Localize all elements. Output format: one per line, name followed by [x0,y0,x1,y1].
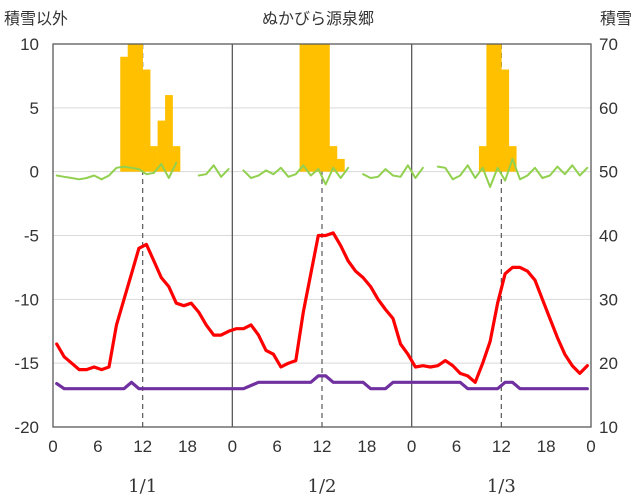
temperature-line-0 [55,231,589,384]
right-tick-label-1: 60 [599,99,618,118]
precipitation-bar-38 [336,158,345,172]
x-tick-label-6: 12 [313,437,332,456]
precipitation-bar-57 [478,146,487,172]
x-tick-label-2: 12 [133,437,152,456]
precipitation-bar-9 [120,56,129,172]
left-tick-label-6: -20 [14,418,39,437]
precipitation-bar-11 [135,44,143,172]
precipitation-bar-59 [493,44,502,172]
precipitation-bar-60 [501,69,510,172]
precipitation-bar-14 [157,120,166,172]
wind-line-1 [197,164,230,178]
left-tick-label-4: -10 [14,290,39,309]
x-tick-label-11: 18 [537,437,556,456]
x-tick-label-5: 6 [272,437,281,456]
x-tick-label-1: 6 [93,437,102,456]
x-tick-label-12: 0 [586,437,595,456]
date-label-2: 1/3 [487,476,516,497]
left-axis-label: 積雪以外 [4,9,68,28]
x-tick-label-0: 0 [48,437,57,456]
precipitation-bar-34 [307,44,315,172]
left-tick-label-2: 0 [30,163,39,182]
precipitation-bar-15 [165,95,173,172]
date-label-1: 1/2 [308,476,337,497]
wind-line-4 [436,157,589,188]
x-tick-label-4: 0 [228,437,237,456]
right-tick-label-4: 30 [599,290,618,309]
precipitation-bar-13 [150,146,158,172]
date-label-0: 1/1 [128,476,157,497]
right-tick-label-2: 50 [599,163,618,182]
x-tick-label-7: 18 [357,437,376,456]
precipitation-bar-58 [486,44,495,172]
right-tick-label-0: 70 [599,35,618,54]
precipitation-bar-37 [329,146,338,172]
right-tick-label-5: 20 [599,354,618,373]
precipitation-bar-36 [322,44,330,172]
chart-title: ぬかびら源泉郷 [262,9,374,28]
series-lines [55,157,589,391]
precipitation-bars [120,44,517,172]
x-tick-label-8: 0 [407,437,416,456]
date-labels: 1/1 1/2 1/3 [128,476,516,497]
snow_depth-line-0 [55,374,589,391]
precipitation-bar-12 [142,69,151,172]
x-tick-label-9: 6 [452,437,461,456]
precipitation-bar-10 [127,44,136,172]
x-tick-label-3: 18 [178,437,197,456]
right-axis-label: 積雪 [600,9,632,28]
left-tick-label-0: 10 [20,35,39,54]
wind-line-2 [242,164,350,186]
precipitation-bar-16 [172,146,181,172]
precipitation-bar-33 [299,44,308,172]
left-tick-label-1: 5 [30,99,39,118]
left-tick-label-3: -5 [24,227,39,246]
right-tick-label-3: 40 [599,227,618,246]
plot-frame [52,43,592,428]
x-tick-label-10: 12 [492,437,511,456]
left-tick-label-5: -15 [14,354,39,373]
wind-line-0 [55,161,178,181]
precipitation-bar-35 [314,44,323,172]
plot-border [52,43,592,428]
wind-line-3 [362,164,424,179]
right-tick-label-6: 10 [599,418,618,437]
